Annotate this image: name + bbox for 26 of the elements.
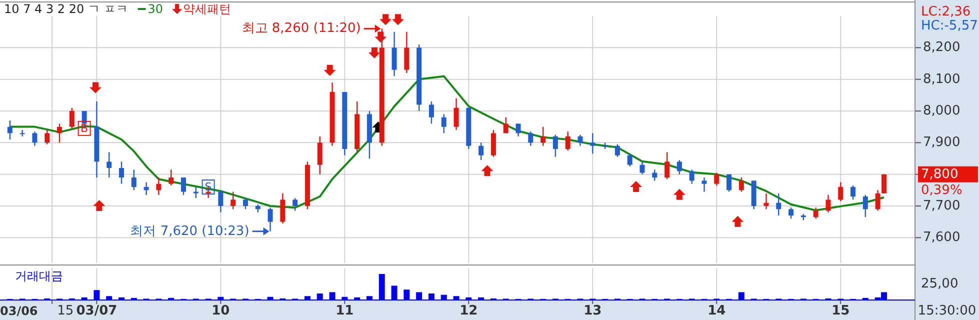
x-tick-label: 15 bbox=[832, 304, 850, 318]
x-axis-title: 15:30:00 bbox=[918, 304, 976, 318]
text: 0,39% bbox=[921, 182, 962, 198]
annotation: 최저 7,620 (10:23) bbox=[130, 224, 250, 239]
legend-label: 30 bbox=[148, 2, 164, 16]
text: 25,00 bbox=[921, 276, 958, 292]
y-tick-label: 7,700 bbox=[923, 198, 960, 214]
text: 7,800 bbox=[921, 166, 958, 182]
chart-subtitle: 10 7 4 3 2 20 ㄱ ㅍㅋ bbox=[4, 2, 128, 16]
y-tick-label: 8,100 bbox=[923, 72, 960, 87]
y-tick-label: 7,600 bbox=[923, 230, 960, 246]
x-tick-label: 12 bbox=[460, 304, 478, 318]
text: HC:-5,57 bbox=[921, 18, 978, 34]
x-tick-label: 10 bbox=[212, 304, 230, 318]
x-tick-label: 11 bbox=[336, 304, 354, 318]
legend-label: 약세패턴 bbox=[183, 2, 232, 16]
text: 03/06 bbox=[0, 304, 38, 318]
chart-title: 거래대금 bbox=[15, 269, 63, 283]
x-tick-label: 14 bbox=[708, 304, 726, 318]
annotation: 최고 8,260 (11:20) bbox=[242, 21, 361, 36]
x-tick-label: 03/07 bbox=[76, 304, 118, 318]
y-tick-label: 8,200 bbox=[923, 40, 960, 56]
x-tick-label: 13 bbox=[584, 304, 602, 318]
text: LC:2,36 bbox=[921, 4, 971, 20]
y-tick-label: 7,900 bbox=[923, 135, 960, 150]
y-tick-label: 8,000 bbox=[923, 104, 960, 118]
